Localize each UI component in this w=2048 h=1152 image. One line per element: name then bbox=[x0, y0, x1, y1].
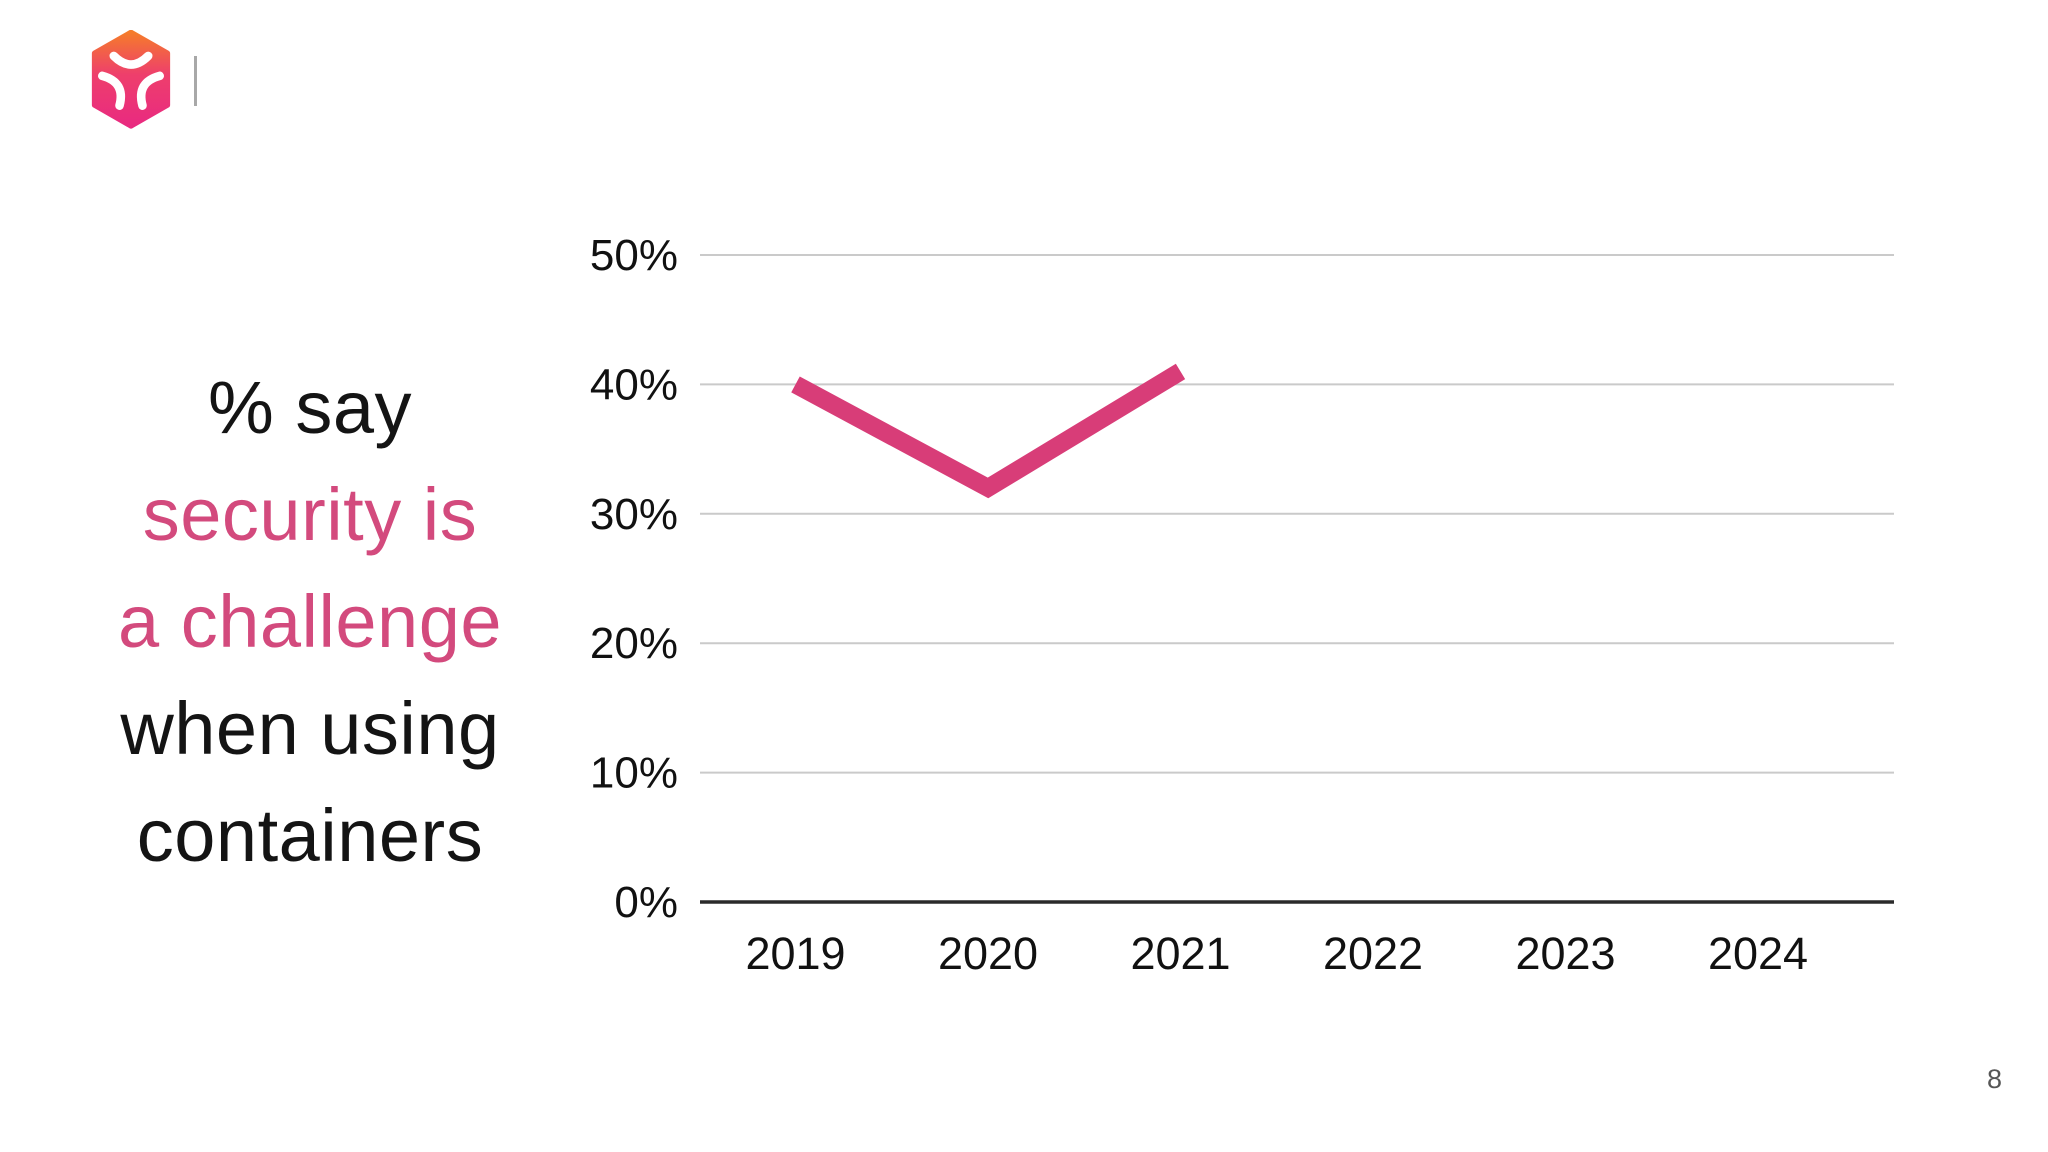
x-tick-label: 2022 bbox=[1323, 928, 1423, 979]
y-tick-label: 30% bbox=[590, 490, 678, 539]
y-tick-label: 20% bbox=[590, 619, 678, 668]
headline-line: containers bbox=[136, 794, 484, 877]
headline: % say security is a challenge when using con… bbox=[30, 354, 590, 889]
y-tick-label: 40% bbox=[590, 360, 678, 409]
x-tick-label: 2020 bbox=[938, 928, 1038, 979]
y-tick-label: 50% bbox=[590, 231, 678, 280]
series-line bbox=[791, 363, 1186, 499]
headline-line: when using bbox=[120, 687, 500, 770]
y-tick-label: 10% bbox=[590, 749, 678, 798]
x-tick-label: 2021 bbox=[1130, 928, 1230, 979]
x-tick-label: 2019 bbox=[745, 928, 845, 979]
headline-line: security is bbox=[142, 473, 478, 556]
x-tick-label: 2023 bbox=[1515, 928, 1615, 979]
headline-line: a challenge bbox=[117, 580, 503, 663]
page-number-label: 8 bbox=[1986, 1064, 2002, 1094]
logo-divider bbox=[194, 56, 197, 106]
y-tick-label: 0% bbox=[614, 878, 678, 927]
x-tick-label: 2024 bbox=[1708, 928, 1808, 979]
headline-line: % say bbox=[207, 366, 412, 449]
cube-logo-icon bbox=[91, 30, 171, 129]
logo-area bbox=[88, 30, 197, 130]
